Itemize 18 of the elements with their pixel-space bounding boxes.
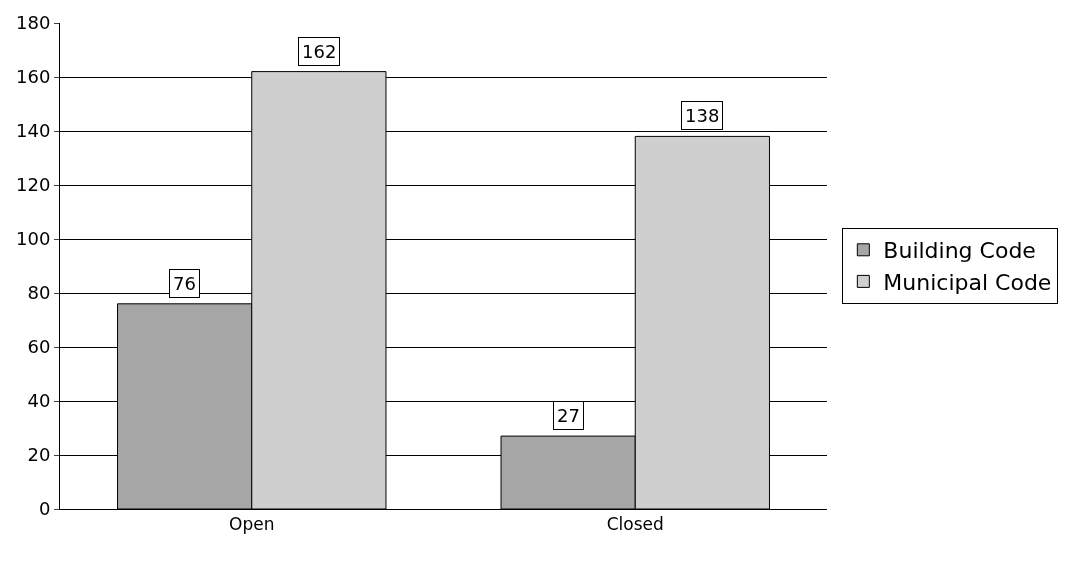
- y-tick-label: 120: [16, 174, 51, 196]
- y-tick-label: 40: [27, 390, 51, 412]
- y-tick-label: 20: [27, 444, 51, 466]
- data-label: 162: [302, 41, 337, 62]
- data-label: 138: [685, 105, 720, 126]
- data-label: 76: [173, 273, 196, 294]
- y-tick-label: 160: [16, 66, 51, 88]
- y-tick-label: 60: [27, 336, 51, 358]
- legend-label: Building Code: [883, 238, 1036, 264]
- data-label: 27: [557, 405, 580, 426]
- y-tick-label: 100: [16, 228, 51, 250]
- x-tick-label: Closed: [606, 514, 664, 535]
- y-tick-label: 0: [38, 498, 51, 520]
- y-tick-label: 80: [27, 282, 51, 304]
- x-tick-label: Open: [229, 514, 275, 535]
- y-tick-label: 140: [16, 120, 51, 142]
- legend-label: Municipal Code: [883, 269, 1052, 295]
- y-tick-label: 180: [16, 12, 51, 34]
